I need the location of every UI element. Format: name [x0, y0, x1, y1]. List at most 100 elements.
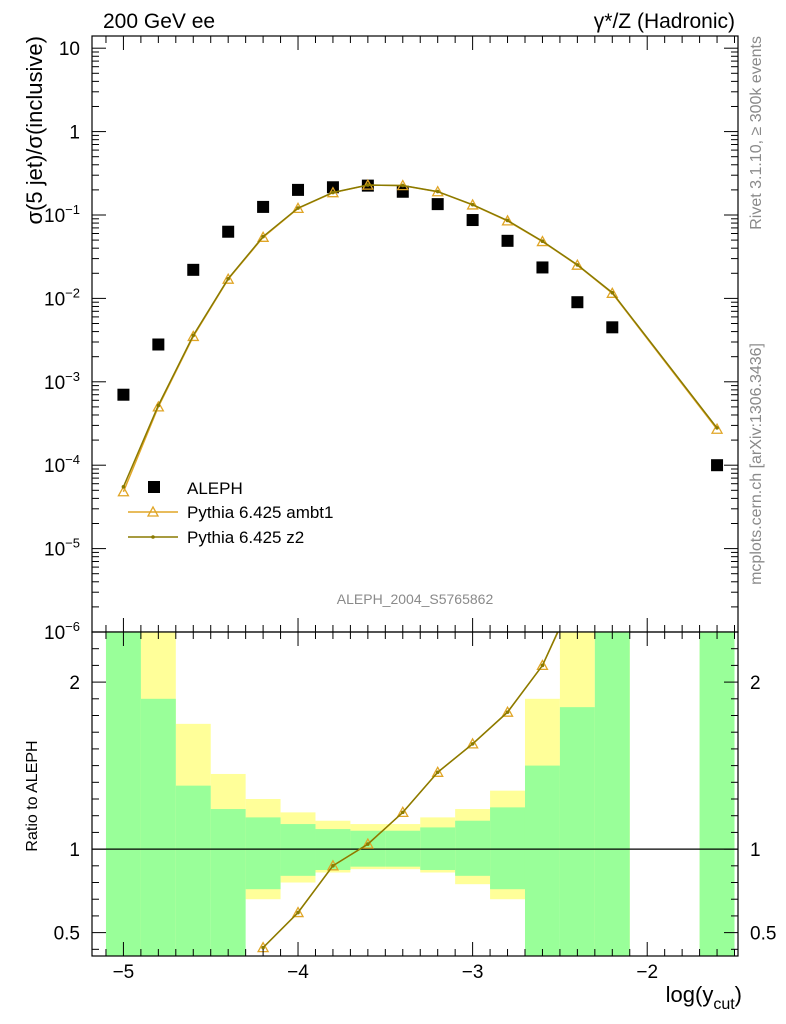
mc-triangle-marker [291, 202, 305, 214]
mc-triangle-marker [152, 400, 165, 412]
mc-dot-marker [156, 403, 161, 408]
rivet-version-label: Rivet 3.1.10, ≥ 300k events [748, 36, 765, 230]
aleph-data-point [222, 225, 235, 238]
ratio-triangle-marker [572, 585, 582, 594]
aleph-data-point [117, 388, 130, 401]
ratio-plot-frame [91, 631, 739, 957]
aleph-data-point [431, 198, 444, 211]
legend-label-z2: Pythia 6.425 z2 [187, 528, 304, 547]
aleph-data-point [152, 338, 165, 351]
aleph-data-point [536, 261, 549, 274]
ratio-dot-marker [576, 587, 580, 591]
ratio-band-1sigma [594, 632, 630, 956]
ratio-triangle-marker [431, 765, 444, 777]
aleph-data-point [187, 263, 200, 276]
main-y-tick-label: 10−6 [44, 619, 80, 644]
ratio-triangle-marker [536, 659, 549, 671]
ratio-dot-marker [470, 742, 475, 746]
mc-dot-marker [226, 276, 230, 281]
mc-triangle-marker [536, 235, 549, 247]
ratio-dot-marker [296, 910, 300, 915]
x-tick-label: −3 [462, 962, 484, 983]
main-y-tick-label: 10−4 [44, 452, 80, 477]
aleph-data-point [711, 459, 724, 472]
ratio-triangle-marker [291, 906, 305, 918]
ratio-band-1sigma [210, 809, 246, 956]
ratio-triangle-marker [501, 705, 514, 717]
mc-triangle-marker [571, 258, 584, 270]
legend-marker-ambt1 [146, 505, 160, 517]
mc-triangle-marker [710, 422, 724, 434]
mc-series-line-2 [122, 184, 718, 488]
x-tick-label: −4 [287, 962, 309, 983]
ratio-band-1sigma [105, 632, 141, 956]
mcplots-label: mcplots.cern.ch [arXiv:1306.3436] [748, 343, 765, 585]
ratio-dot-marker [610, 513, 614, 517]
ratio-band-1sigma [490, 807, 525, 890]
ratio-y-tick-label-right: 1 [750, 840, 761, 861]
ratio-axes: −5 −4 −3 −2 0.5 0.5 1 1 2 2 [54, 632, 776, 983]
ratio-dot-marker [435, 770, 440, 775]
aleph-data-point [292, 183, 305, 196]
main-y-tick-label: 1 [69, 123, 80, 144]
aleph-data-point [571, 296, 584, 309]
mc-dot-marker [191, 333, 196, 338]
main-y-axis-label: σ(5 jet)/σ(inclusive) [22, 36, 47, 225]
ratio-triangle-marker [396, 806, 409, 818]
aleph-data-point [396, 185, 409, 198]
ratio-triangle-marker [466, 737, 479, 749]
legend-marker-z2 [151, 535, 155, 539]
ratio-dot-marker [540, 663, 545, 668]
ratio-band-1sigma [524, 765, 560, 956]
ratio-y-tick-label: 2 [69, 673, 80, 694]
analysis-tag: ALEPH_2004_S5765862 [337, 591, 494, 607]
ratio-dot-marker [505, 710, 510, 714]
ratio-y-tick-label: 1 [69, 840, 80, 861]
main-y-tick-label: 10−3 [44, 369, 80, 394]
ratio-dot-marker [331, 864, 335, 868]
mc-dot-marker [435, 189, 440, 194]
mc-triangle-marker [501, 214, 514, 226]
ratio-band-1sigma [280, 824, 316, 876]
ratio-band-1sigma [699, 632, 735, 956]
mc-dot-marker [366, 183, 370, 187]
mc-dot-marker [400, 183, 405, 188]
aleph-data-point [466, 214, 479, 227]
ratio-band-1sigma [140, 698, 176, 956]
ratio-y-tick-label-right: 2 [750, 673, 761, 694]
mc-triangle-marker [187, 330, 200, 342]
mc-triangle-marker [256, 230, 270, 242]
ratio-y-axis-label: Ratio to ALEPH [24, 740, 41, 851]
header-right-label: γ*/Z (Hadronic) [594, 10, 735, 33]
main-y-tick-label: 10−1 [44, 202, 80, 227]
ratio-dot-marker [261, 945, 265, 950]
ratio-dot-marker [400, 810, 405, 815]
mc-triangle-marker [606, 286, 619, 298]
x-tick-label: −2 [636, 962, 658, 983]
ratio-triangle-marker [607, 510, 617, 519]
legend: ALEPH Pythia 6.425 ambt1 Pythia 6.425 z2 [128, 479, 333, 547]
mc-dot-marker [296, 206, 300, 210]
mc-dot-marker [331, 190, 335, 195]
mc-dot-marker [575, 263, 580, 267]
mc-dot-marker [121, 485, 126, 489]
mc-triangle-marker [222, 272, 235, 284]
main-axes: 10 1 10−1 10−2 10−3 10−4 10−5 10−6 [44, 36, 738, 644]
legend-label-ambt1: Pythia 6.425 ambt1 [187, 503, 333, 522]
ratio-band-1sigma [175, 785, 211, 956]
aleph-data-point [501, 234, 514, 247]
ratio-y-tick-label: 0.5 [54, 924, 80, 945]
ratio-dot-marker [366, 842, 370, 846]
mc-triangle-marker [117, 485, 130, 497]
x-axis-label: log(ycut) [666, 982, 742, 1013]
mc-dot-marker [540, 239, 545, 244]
ratio-triangle-marker [361, 837, 374, 849]
ratio-band-1sigma [559, 707, 595, 956]
aleph-data-point [606, 321, 619, 334]
ratio-triangle-marker [326, 859, 340, 871]
mc-dot-marker [610, 290, 615, 295]
mc-dot-marker [715, 426, 719, 430]
main-y-tick-label: 10−5 [44, 536, 80, 561]
ratio-y-tick-label-right: 0.5 [750, 924, 776, 945]
